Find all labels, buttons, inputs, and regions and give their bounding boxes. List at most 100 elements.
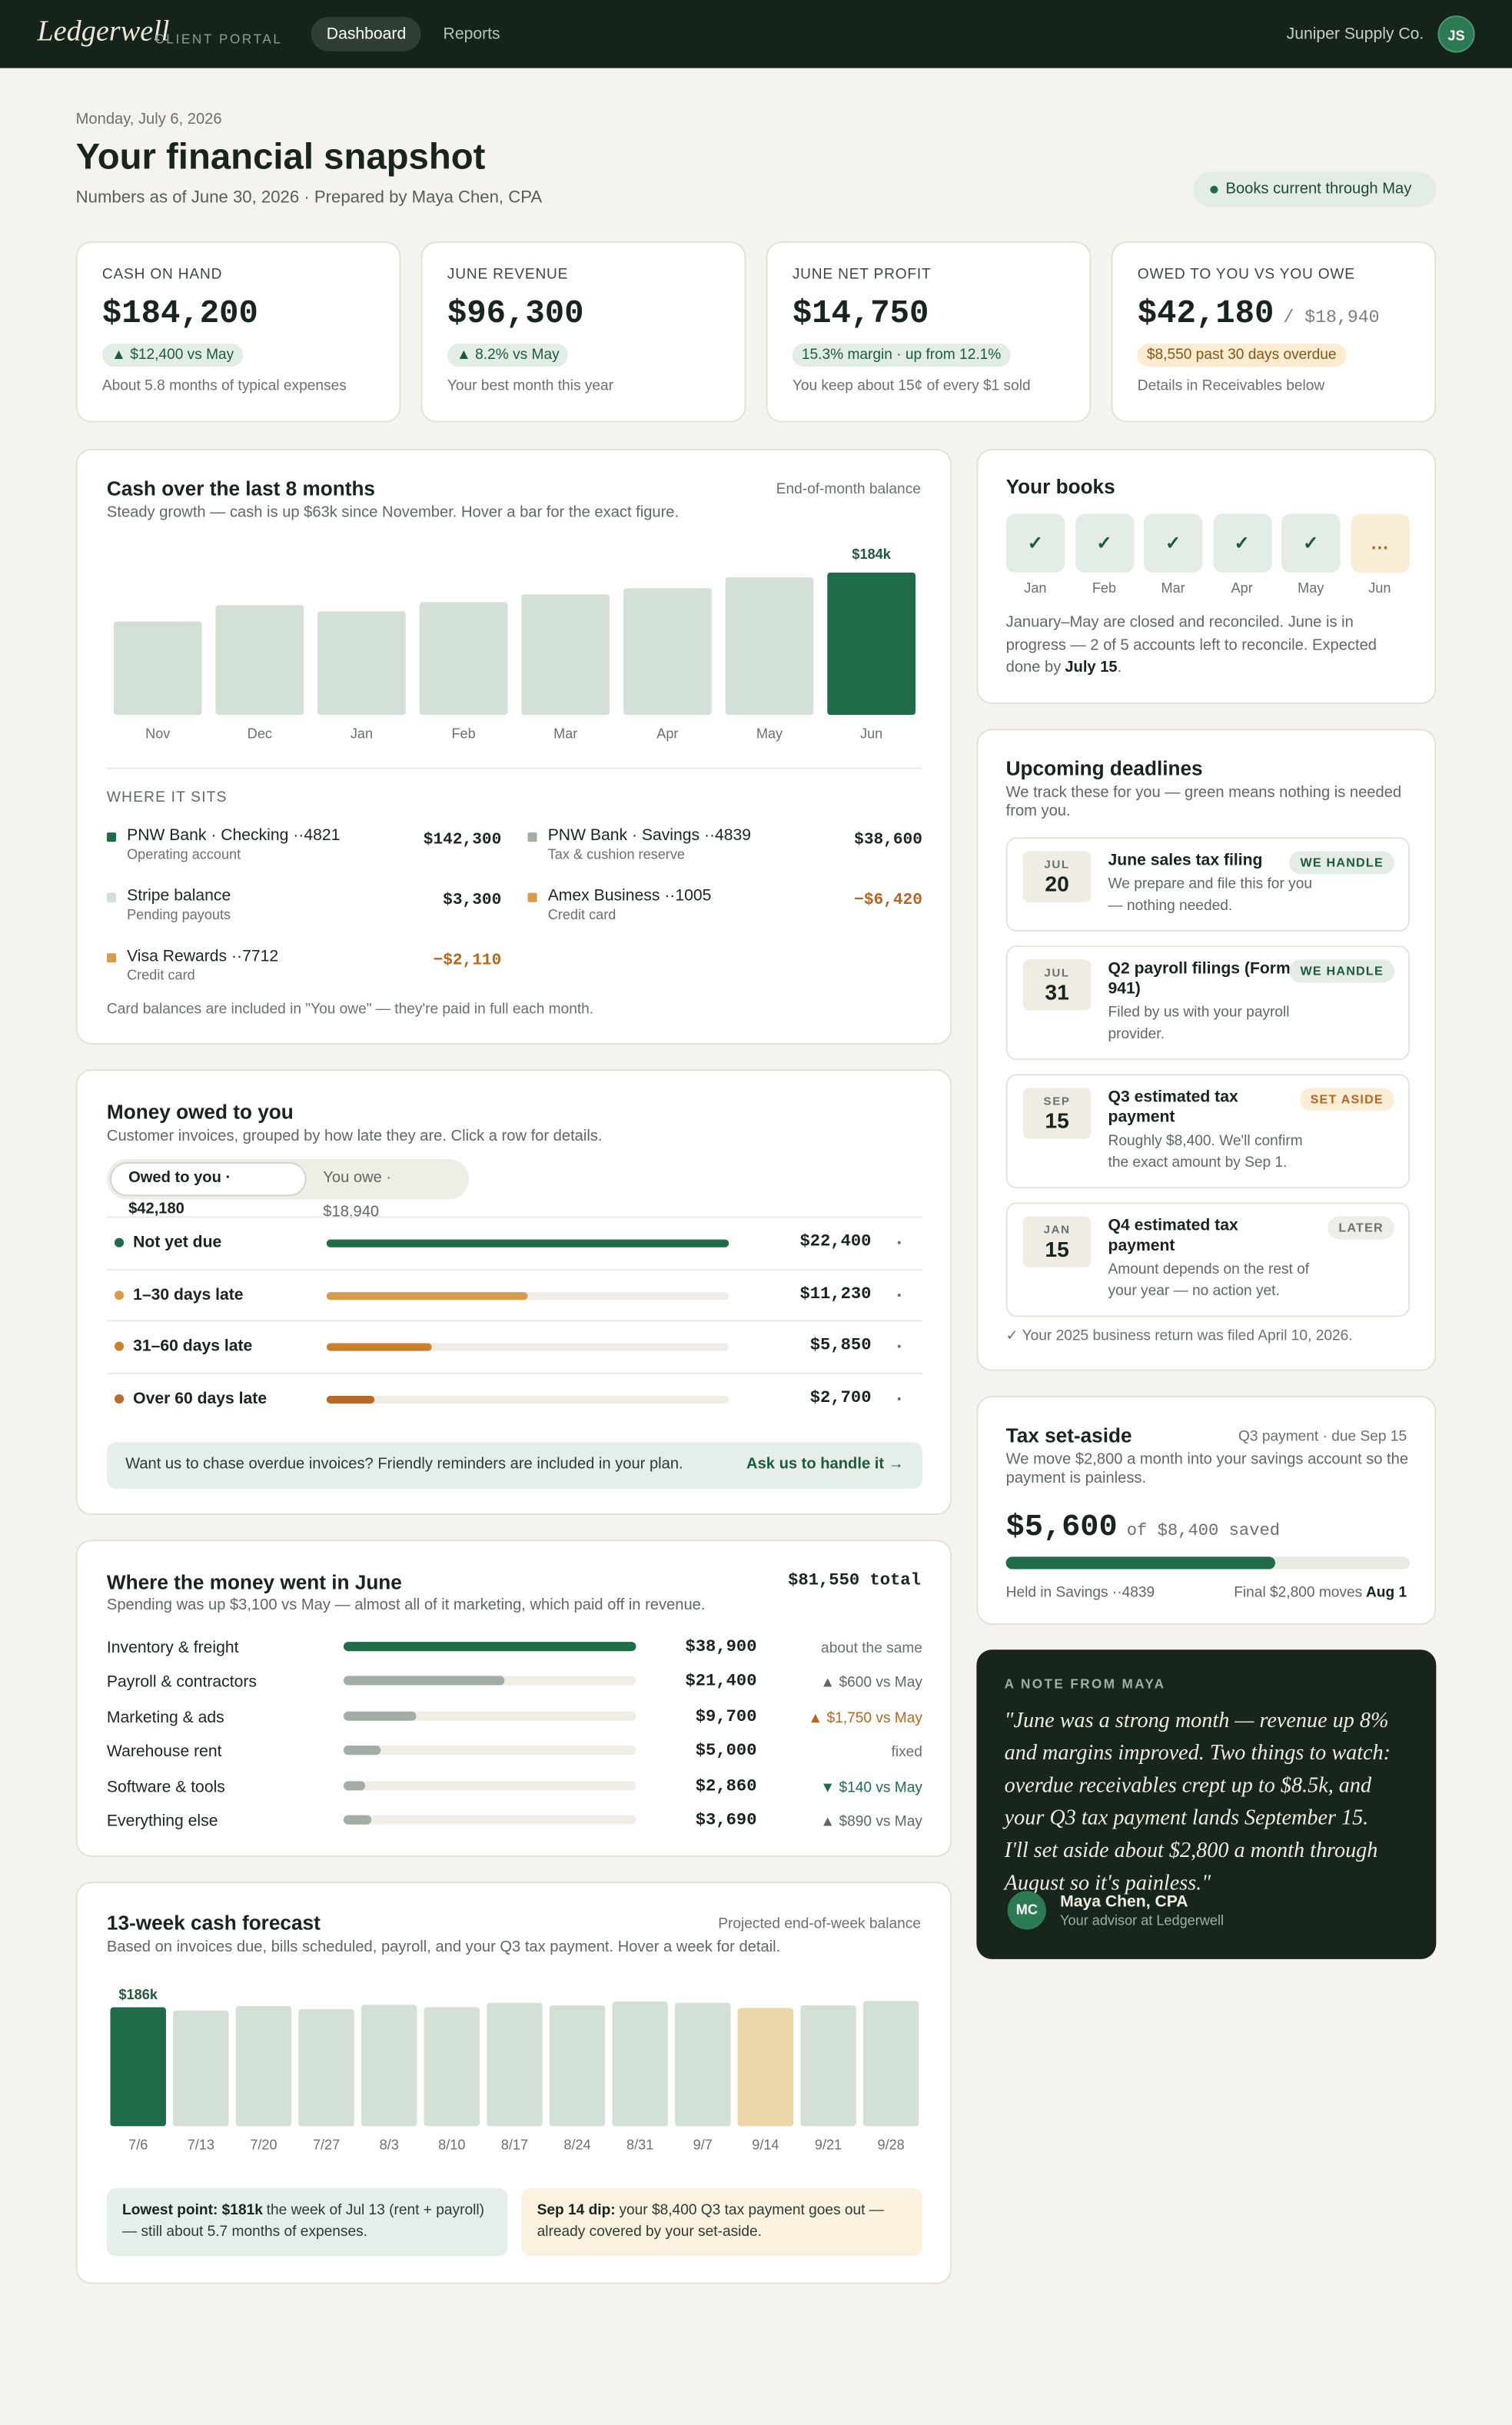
logo[interactable]: Ledgerwell [37, 15, 170, 48]
card-title: Tax set-aside [1005, 1423, 1132, 1447]
card-subtitle: Based on invoices due, bills scheduled, … [106, 1938, 781, 1956]
x-tick-label: Apr [656, 726, 678, 741]
spending-change: ▲ $600 vs May [820, 1675, 922, 1693]
bar [675, 2002, 731, 2127]
aging-track [326, 1343, 729, 1351]
account: PNW Bank · Checking ··4821 Operating acco… [106, 826, 501, 887]
month-tile: ✓ May [1281, 513, 1341, 596]
status-pill: Books current through May [1193, 171, 1437, 208]
deadline-date: JUL 20 [1022, 851, 1092, 902]
tab[interactable]: You owe · $18,940 [323, 1170, 392, 1221]
account-sub: Operating account [127, 846, 241, 862]
x-tick-label: 8/24 [563, 2137, 590, 2152]
spending-amount: $9,700 [695, 1708, 757, 1727]
spending-row: Everything else $3,690 ▲ $890 vs May [107, 1802, 922, 1837]
card-note: Projected end-of-week balance [718, 1915, 921, 1933]
month-label: Jun [1368, 580, 1391, 596]
tax-amounts: $5,600 of $8,400 saved [1006, 1510, 1280, 1546]
account-dot [527, 832, 537, 842]
kpi-label: JUNE REVENUE [447, 266, 569, 284]
kpi-card: CASH ON HAND $184,200 ▲ $12,400 vs May Abou… [75, 241, 401, 423]
bar [549, 2005, 606, 2127]
callout-text: the week of Jul 13 (rent + payroll) — st… [122, 2201, 485, 2241]
cta-link[interactable]: Ask us to handle it → [746, 1456, 904, 1473]
x-tick-label: May [756, 726, 783, 741]
portal-label: CLIENT PORTAL [155, 31, 283, 47]
account-sub: Credit card [127, 967, 195, 983]
x-tick-label: 7/13 [188, 2137, 214, 2152]
nav-item[interactable]: Dashboard [311, 17, 422, 51]
company-name[interactable]: Juniper Supply Co. [1286, 25, 1424, 44]
deadline-text: Amount depends on the rest of your year … [1108, 1261, 1310, 1300]
account: PNW Bank · Savings ··4839 Tax & cushion r… [527, 826, 922, 887]
tax-card: Tax set-aside Q3 payment · due Sep 15 We… [976, 1396, 1437, 1625]
month-status: ✓ [1005, 513, 1065, 573]
deadline: JUL 20 June sales tax filing We prepare and… [1005, 837, 1411, 932]
spending-bar [343, 1815, 372, 1825]
aging-dot [114, 1393, 125, 1404]
spending-amount: $3,690 [695, 1812, 757, 1831]
account-list: PNW Bank · Checking ··4821 Operating acco… [106, 826, 922, 1008]
kpi-card: JUNE REVENUE $96,300 ▲ 8.2% vs May Your bes… [420, 241, 746, 423]
row-chevron [897, 1241, 901, 1244]
aging-row[interactable]: 1–30 days late $11,230 [106, 1267, 922, 1320]
deadline: SEP 15 Q3 estimated tax payment Roughly $8,… [1005, 1074, 1411, 1189]
tax-moves-text: Final $2,800 moves [1234, 1584, 1363, 1602]
month-status: ✓ [1212, 513, 1271, 573]
forecast-card: 13-week cash forecast Projected end-of-w… [75, 1882, 952, 2284]
cash-card: Cash over the last 8 months Steady growt… [75, 448, 952, 1045]
x-tick-label: 8/10 [438, 2137, 465, 2152]
aging-amount: $5,850 [809, 1337, 872, 1356]
bar [113, 621, 202, 716]
aging-bar [326, 1239, 729, 1247]
aging-row[interactable]: Over 60 days late $2,700 [106, 1371, 922, 1423]
tab[interactable]: Owed to you · $42,180 [109, 1161, 307, 1217]
spending-change: ▲ $890 vs May [820, 1813, 922, 1831]
x-tick-label: 7/6 [128, 2137, 148, 2152]
spending-change: about the same [821, 1640, 922, 1658]
account-name: Stripe balance [127, 886, 231, 905]
deadline-text: Filed by us with your payroll provider. [1108, 1004, 1290, 1042]
bar [725, 577, 814, 716]
deadline-date: JUL 31 [1022, 959, 1092, 1011]
x-tick-label: 7/20 [250, 2137, 277, 2152]
receivables-card: Money owed to you Customer invoices, gro… [75, 1069, 952, 1516]
aging-dot [114, 1237, 125, 1247]
spending-bar [343, 1642, 636, 1652]
account-note: Card balances are included in "You owe" … [106, 1001, 594, 1018]
account-dot [527, 892, 537, 902]
row-chevron [897, 1293, 901, 1297]
aging-bar [326, 1394, 375, 1404]
account-dot [106, 953, 116, 963]
books-card: Your books ✓ Jan ✓ Feb ✓ Mar ✓ Apr ✓ May … Jun Janu… [976, 448, 1437, 705]
spending-track [343, 1815, 636, 1825]
callout-text: your $8,400 Q3 tax payment goes out — al… [537, 2201, 884, 2241]
callout: Sep 14 dip: your $8,400 Q3 tax payment go… [521, 2187, 922, 2257]
aging-row[interactable]: 31–60 days late $5,850 [106, 1320, 922, 1371]
aging-label: 1–30 days late [133, 1285, 244, 1304]
deadline-month: SEP [1043, 1094, 1071, 1108]
deadline-title: Q3 estimated tax payment [1108, 1088, 1238, 1127]
row-chevron [897, 1397, 901, 1400]
spending-track [343, 1711, 636, 1721]
x-tick-label: Jun [860, 726, 882, 741]
deadline-tag: WE HANDLE [1289, 851, 1394, 875]
account-dot [106, 832, 116, 842]
deadline-title: June sales tax filing [1108, 851, 1263, 870]
card-subtitle: We move $2,800 a month into your savings… [1005, 1451, 1409, 1487]
deadline: JAN 15 Q4 estimated tax payment Amount depe… [1005, 1202, 1411, 1317]
bar [862, 2001, 919, 2127]
books-text: January–May are closed and reconciled. J… [1006, 613, 1408, 680]
deadline-tag: LATER [1328, 1216, 1394, 1240]
bar [235, 2005, 292, 2127]
kpi-value: $14,750 [792, 297, 929, 333]
month-status: … [1350, 513, 1410, 573]
aging-dot [114, 1290, 125, 1300]
avatar[interactable]: JS [1437, 15, 1475, 53]
aging-row[interactable]: Not yet due $22,400 [106, 1216, 922, 1267]
callout: Lowest point: $181k the week of Jul 13 (r… [106, 2187, 508, 2257]
account-dot [106, 892, 116, 902]
card-title: Cash over the last 8 months [106, 477, 376, 500]
nav-item[interactable]: Reports [443, 25, 500, 44]
